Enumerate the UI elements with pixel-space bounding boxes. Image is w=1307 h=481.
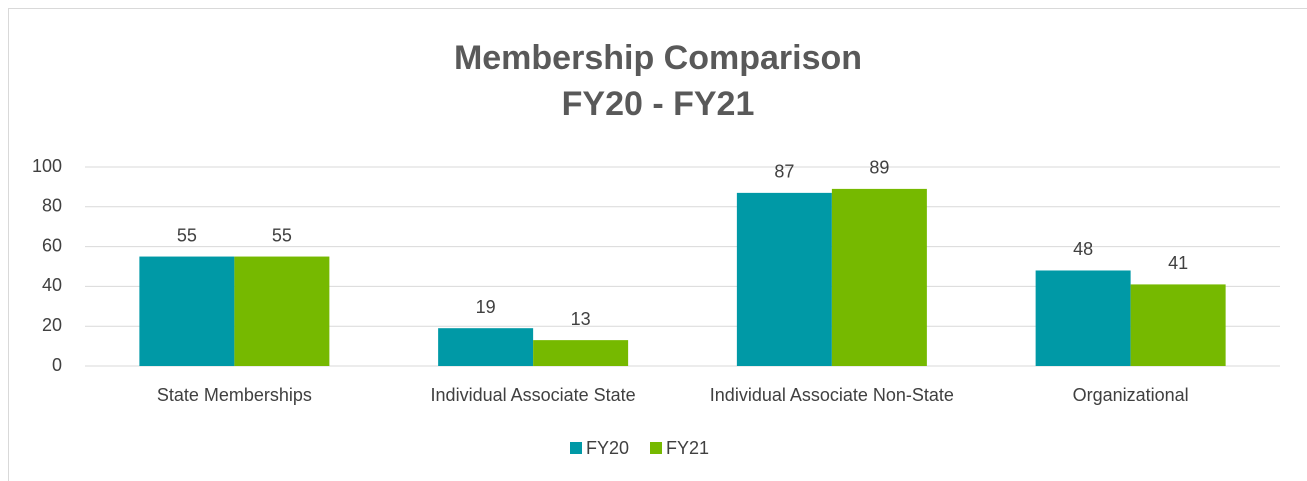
value-label: 55: [177, 225, 197, 245]
chart-border: [8, 8, 1307, 481]
value-label: 87: [774, 162, 794, 182]
y-tick-label: 60: [42, 235, 62, 255]
value-label: 19: [476, 297, 496, 317]
y-tick-label: 0: [52, 355, 62, 375]
y-tick-label: 20: [42, 315, 62, 335]
bar: [736, 192, 832, 366]
y-tick-label: 40: [42, 275, 62, 295]
bar: [533, 340, 629, 366]
value-label: 13: [571, 309, 591, 329]
y-tick-label: 100: [32, 156, 62, 176]
x-tick-label: State Memberships: [157, 385, 312, 405]
bar: [1130, 284, 1226, 366]
value-label: 48: [1073, 239, 1093, 259]
x-tick-label: Organizational: [1073, 385, 1189, 405]
value-label: 55: [272, 225, 292, 245]
x-tick-label: Individual Associate State: [431, 385, 636, 405]
y-tick-label: 80: [42, 196, 62, 216]
bar: [1035, 270, 1131, 366]
legend-swatch: [650, 442, 662, 454]
legend-label: FY21: [666, 438, 709, 458]
x-tick-label: Individual Associate Non-State: [710, 385, 954, 405]
chart-title: Membership Comparison: [454, 39, 862, 77]
value-label: 89: [869, 158, 889, 178]
chart-subtitle: FY20 - FY21: [562, 85, 755, 123]
bar: [139, 256, 235, 366]
legend-swatch: [570, 442, 582, 454]
bar: [234, 256, 330, 366]
bar: [831, 188, 927, 366]
legend-label: FY20: [586, 438, 629, 458]
value-label: 41: [1168, 253, 1188, 273]
bar: [438, 328, 534, 366]
